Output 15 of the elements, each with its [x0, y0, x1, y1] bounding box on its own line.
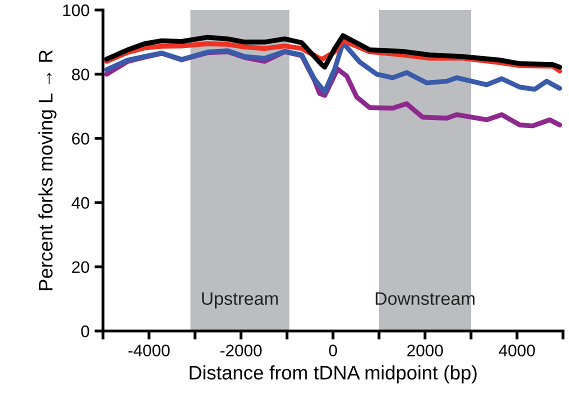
band-label: Downstream: [376, 292, 474, 305]
y-tick-label: 100: [63, 4, 90, 16]
y-tick-label: 40: [72, 197, 90, 209]
band-label: Upstream: [202, 292, 278, 309]
y-axis-title: Percent forks moving L → R: [38, 50, 56, 290]
x-tick-label: 4000: [498, 344, 535, 356]
y-tick-label: 0: [81, 325, 90, 338]
x-tick-label: 2000: [407, 344, 443, 356]
y-tick-label: 20: [72, 261, 90, 274]
y-tick-label: 60: [72, 132, 90, 145]
x-tick-label: -2000: [220, 344, 262, 356]
x-tick-label: 0: [329, 344, 337, 356]
y-tick-label: 80: [72, 68, 90, 80]
x-axis-title: Distance from tDNA midpoint (bp): [190, 365, 477, 384]
x-tick-label: -4000: [128, 344, 170, 356]
